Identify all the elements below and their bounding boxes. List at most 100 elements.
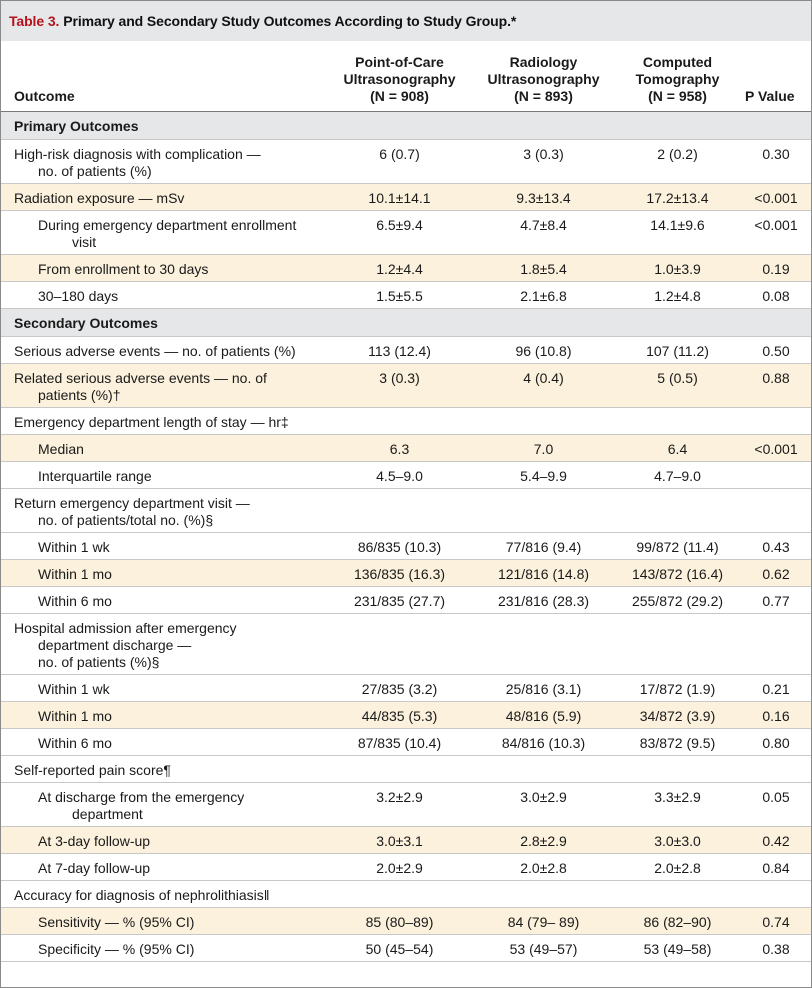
outcome-label-line: From enrollment to 30 days [38,261,209,277]
outcome-label: Within 1 mo [1,702,326,729]
value-point-of-care: 6.3 [389,441,410,457]
table-row: Serious adverse events — no. of patients… [1,337,811,364]
value-p [741,462,811,489]
value-ct: 255/872 (29.2) [631,593,724,609]
outcome-label-line: visit [72,234,97,250]
value-ct: 5 (0.5) [657,370,698,386]
table-row: Radiation exposure — mSv 10.1±14.1 9.3±13.… [1,183,811,211]
outcome-label-line: At 7-day follow-up [38,860,151,876]
outcome-label: Accuracy for diagnosis of nephrolithiasi… [1,881,326,908]
value-p: <0.001 [754,217,798,233]
value-radiology: 96 (10.8) [515,343,572,359]
value-p: <0.001 [754,190,798,206]
value-radiology [473,614,614,675]
value-point-of-care: 85 (80–89) [365,914,434,930]
outcome-label-line: no. of patients (%) [38,163,152,179]
table-header: Outcome Point-of-Care Ultrasonography (N… [1,41,811,112]
value-radiology: 9.3±13.4 [516,190,571,206]
outcome-label-line: department [72,806,143,822]
value-radiology: 3 (0.3) [523,146,564,162]
value-point-of-care: 136/835 (16.3) [353,566,446,582]
column-header-line: Radiology [509,54,578,70]
table-row: Within 1 wk 86/835 (10.3) 77/816 (9.4) 99/8… [1,533,811,560]
value-p [741,614,811,675]
column-header-line: (N = 893) [514,88,573,104]
value-p [741,881,811,908]
outcome-label: Within 6 mo [1,587,326,614]
outcome-label: Radiation exposure — mSv [1,184,326,211]
table-row: Hospital admission after emergency depart… [1,614,811,675]
section-header-row: Primary Outcomes [1,111,811,140]
outcome-label-line: At discharge from the emergency [38,789,245,805]
outcome-label-line: Sensitivity — % (95% CI) [38,914,195,930]
value-radiology: 53 (49–57) [509,941,578,957]
value-radiology: 7.0 [533,441,554,457]
value-ct: 6.4 [667,441,688,457]
value-p [741,756,811,783]
value-point-of-care: 44/835 (5.3) [361,708,438,724]
value-p: 0.77 [762,593,790,609]
column-header-ct: Computed Tomography (N = 958) [614,41,741,112]
value-radiology: 25/816 (3.1) [505,681,582,697]
table-row: Within 1 mo 44/835 (5.3) 48/816 (5.9) 34/87… [1,701,811,729]
value-point-of-care: 2.0±2.9 [376,860,423,876]
outcome-label: Median [1,435,326,462]
outcome-label: Specificity — % (95% CI) [1,935,326,962]
outcome-label-line: Serious adverse events — no. of patients… [14,343,296,359]
value-radiology: 2.8±2.9 [520,833,567,849]
section-header: Secondary Outcomes [1,308,811,337]
column-header-outcome: Outcome [1,41,326,112]
column-header-line: Tomography [635,71,720,87]
outcome-label: Related serious adverse events — no. of p… [1,364,326,408]
value-radiology: 84 (79– 89) [507,914,580,930]
outcome-label: Within 6 mo [1,729,326,756]
value-point-of-care: 27/835 (3.2) [361,681,438,697]
value-radiology: 48/816 (5.9) [505,708,582,724]
value-radiology: 121/816 (14.8) [497,566,590,582]
outcome-label-line: Median [38,441,84,457]
column-header-line: (N = 958) [648,88,707,104]
column-header-point-of-care: Point-of-Care Ultrasonography (N = 908) [326,41,473,112]
value-point-of-care: 1.5±5.5 [376,288,423,304]
value-p [741,408,811,435]
table-body: Primary Outcomes High-risk diagnosis with… [1,111,811,962]
value-p: 0.38 [762,941,790,957]
outcome-label: Self-reported pain score¶ [1,756,326,783]
value-point-of-care: 86/835 (10.3) [357,539,442,555]
outcome-label-line: Radiation exposure — mSv [14,190,185,206]
outcome-label-line: Within 1 wk [38,539,110,555]
value-radiology: 231/816 (28.3) [497,593,590,609]
outcome-label-line: Hospital admission after emergency [14,620,237,636]
value-p [741,489,811,533]
value-radiology: 4.7±8.4 [520,217,567,233]
value-p: 0.43 [762,539,790,555]
value-ct [614,756,741,783]
value-point-of-care: 6.5±9.4 [376,217,423,233]
outcome-label-line: department discharge — [38,637,192,653]
outcome-label: Sensitivity — % (95% CI) [1,908,326,935]
value-point-of-care: 3.0±3.1 [376,833,423,849]
value-p: 0.16 [762,708,790,724]
table-row: High-risk diagnosis with complication — n… [1,140,811,184]
value-ct: 17.2±13.4 [646,190,709,206]
value-radiology [473,756,614,783]
table-row: Sensitivity — % (95% CI) 85 (80–89) 84 (79… [1,907,811,935]
outcome-label-line: 30–180 days [38,288,119,304]
outcome-label: Emergency department length of stay — hr… [1,408,326,435]
outcome-label-line: Specificity — % (95% CI) [38,941,195,957]
value-ct: 3.3±2.9 [654,789,701,805]
table-row: At 7-day follow-up 2.0±2.9 2.0±2.8 2.0±2.8 0… [1,854,811,881]
table-row: Within 6 mo 87/835 (10.4) 84/816 (10.3) 83/… [1,729,811,756]
table-row: Specificity — % (95% CI) 50 (45–54) 53 (49… [1,935,811,962]
outcome-label-line: During emergency department enrollment [38,217,297,233]
value-point-of-care: 50 (45–54) [365,941,434,957]
value-ct: 4.7–9.0 [654,468,701,484]
value-p: 0.84 [762,860,790,876]
value-point-of-care: 1.2±4.4 [376,261,423,277]
value-point-of-care: 113 (12.4) [368,343,431,359]
value-point-of-care: 3 (0.3) [379,370,420,386]
outcome-label: Within 1 wk [1,533,326,560]
outcome-label: Within 1 mo [1,560,326,587]
column-header-radiology: Radiology Ultrasonography (N = 893) [473,41,614,112]
outcome-label-line: At 3-day follow-up [38,833,151,849]
